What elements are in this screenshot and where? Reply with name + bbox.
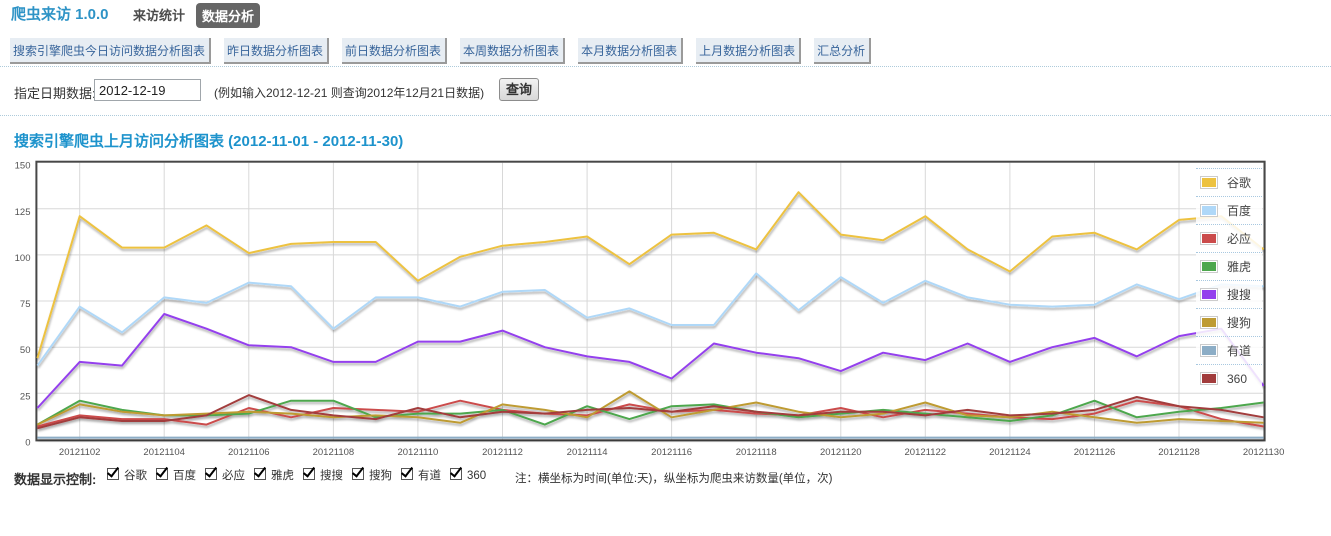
- svg-text:20121118: 20121118: [736, 447, 777, 458]
- svg-text:100: 100: [15, 253, 31, 264]
- svg-text:20121122: 20121122: [905, 447, 947, 458]
- svg-text:20121104: 20121104: [143, 447, 185, 458]
- svg-text:20121130: 20121130: [1243, 447, 1285, 458]
- svg-text:20121124: 20121124: [989, 447, 1031, 458]
- svg-text:20121114: 20121114: [567, 447, 608, 458]
- svg-text:20121126: 20121126: [1074, 447, 1116, 458]
- svg-text:25: 25: [20, 391, 31, 402]
- svg-text:125: 125: [15, 207, 31, 218]
- svg-text:20121120: 20121120: [820, 447, 862, 458]
- svg-text:20121112: 20121112: [482, 447, 523, 458]
- svg-text:0: 0: [25, 437, 30, 448]
- svg-text:50: 50: [20, 345, 31, 356]
- svg-text:20121110: 20121110: [397, 447, 438, 458]
- svg-text:75: 75: [20, 299, 31, 310]
- svg-text:20121116: 20121116: [651, 447, 692, 458]
- svg-text:20121102: 20121102: [59, 447, 101, 458]
- svg-text:20121128: 20121128: [1158, 447, 1200, 458]
- svg-text:150: 150: [15, 161, 31, 172]
- svg-text:20121106: 20121106: [228, 447, 270, 458]
- svg-text:20121108: 20121108: [313, 447, 355, 458]
